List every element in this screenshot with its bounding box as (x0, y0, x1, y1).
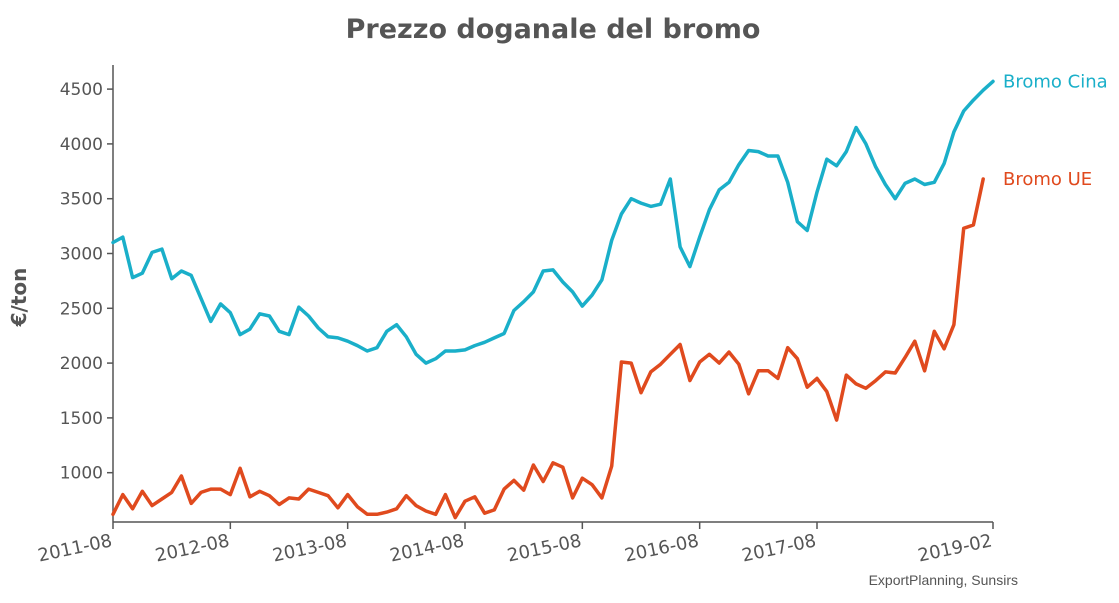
source-note: ExportPlanning, Sunsirs (869, 572, 1018, 588)
y-tick-label: 3500 (60, 190, 103, 210)
y-tick-label: 4500 (60, 80, 103, 100)
x-tick-label: 2011-08 (36, 530, 114, 566)
series-label-0: Bromo Cina (1003, 71, 1108, 92)
x-tick-label: 2017-08 (740, 530, 818, 566)
x-tick-label: 2014-08 (388, 530, 466, 566)
axes (112, 65, 993, 523)
x-ticks: 2011-08 2012-08 2013-08 2014-08 2015-08 2016-… (36, 522, 994, 567)
y-tick-label: 3000 (60, 244, 103, 264)
y-axis-label: €/ton (7, 268, 31, 328)
series-label-1: Bromo UE (1003, 169, 1092, 190)
y-ticks: 1000 1500 2000 2500 3000 3500 4000 4500 (60, 80, 113, 484)
x-tick-label: 2013-08 (271, 530, 349, 566)
series-lines (111, 79, 995, 520)
y-tick-label: 4000 (60, 135, 103, 155)
series-labels: Bromo Cina Bromo UE (1003, 71, 1108, 190)
y-tick-label: 2500 (60, 299, 103, 319)
x-tick-label: 2016-08 (623, 530, 701, 566)
x-tick-label: 2019-02 (916, 530, 994, 566)
chart-title: Prezzo doganale del bromo (346, 14, 761, 45)
y-tick-label: 2000 (60, 354, 103, 374)
y-tick-label: 1000 (60, 464, 103, 484)
series-line-1 (111, 177, 985, 520)
y-tick-label: 1500 (60, 409, 103, 429)
series-line-0 (111, 79, 995, 365)
x-tick-label: 2012-08 (153, 530, 231, 566)
x-tick-label: 2015-08 (505, 530, 583, 566)
